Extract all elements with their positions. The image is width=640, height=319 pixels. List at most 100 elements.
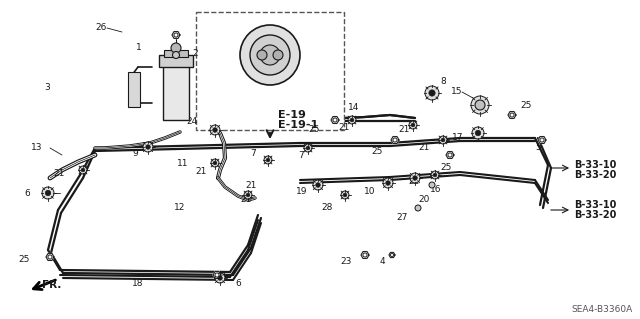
Text: 25: 25 xyxy=(440,164,451,173)
Circle shape xyxy=(304,144,312,152)
Text: B-33-20: B-33-20 xyxy=(574,210,616,220)
Polygon shape xyxy=(172,32,180,39)
Text: 13: 13 xyxy=(31,144,42,152)
Text: B-33-20: B-33-20 xyxy=(574,170,616,180)
Circle shape xyxy=(409,121,417,129)
Circle shape xyxy=(42,187,54,199)
Circle shape xyxy=(215,273,225,283)
Circle shape xyxy=(429,182,435,188)
Circle shape xyxy=(333,118,337,122)
Circle shape xyxy=(81,168,85,172)
Circle shape xyxy=(429,90,435,96)
Text: 27: 27 xyxy=(397,213,408,222)
Bar xyxy=(159,55,193,67)
Text: 26: 26 xyxy=(95,24,107,33)
Circle shape xyxy=(348,116,356,124)
Circle shape xyxy=(425,86,439,100)
Text: 5: 5 xyxy=(535,144,541,152)
Text: 2: 2 xyxy=(192,48,198,57)
Circle shape xyxy=(316,183,320,187)
Circle shape xyxy=(264,156,272,164)
Circle shape xyxy=(213,161,217,165)
Circle shape xyxy=(79,166,87,174)
Text: SEA4-B3360A: SEA4-B3360A xyxy=(572,306,633,315)
Circle shape xyxy=(476,101,484,109)
Polygon shape xyxy=(446,152,454,159)
Text: 12: 12 xyxy=(173,203,185,211)
Circle shape xyxy=(244,191,252,199)
Text: E-19: E-19 xyxy=(278,110,306,120)
Circle shape xyxy=(210,125,220,135)
Circle shape xyxy=(218,276,222,280)
Circle shape xyxy=(410,173,420,183)
Text: 25: 25 xyxy=(372,147,383,157)
Circle shape xyxy=(363,253,367,257)
Bar xyxy=(164,50,188,57)
Text: 25: 25 xyxy=(19,256,30,264)
Circle shape xyxy=(313,180,323,190)
Circle shape xyxy=(472,127,484,139)
Circle shape xyxy=(350,118,354,122)
Text: 4: 4 xyxy=(380,257,386,266)
Circle shape xyxy=(250,35,290,75)
Bar xyxy=(163,62,189,120)
Text: 7: 7 xyxy=(298,151,304,160)
Circle shape xyxy=(211,159,219,167)
Text: 6: 6 xyxy=(235,278,241,287)
Text: 6: 6 xyxy=(24,189,30,197)
Text: B-33-10: B-33-10 xyxy=(574,160,616,170)
Text: 21: 21 xyxy=(419,144,430,152)
Text: 21: 21 xyxy=(338,123,349,132)
Text: 17: 17 xyxy=(451,133,463,143)
Text: 7: 7 xyxy=(250,149,256,158)
Circle shape xyxy=(510,113,514,117)
Text: 21: 21 xyxy=(54,168,65,177)
Circle shape xyxy=(475,100,485,110)
Text: 25: 25 xyxy=(520,100,531,109)
Circle shape xyxy=(48,255,52,259)
Text: 9: 9 xyxy=(132,149,138,158)
Text: 18: 18 xyxy=(132,278,144,287)
Polygon shape xyxy=(331,116,339,123)
Circle shape xyxy=(431,171,439,179)
Circle shape xyxy=(257,50,267,60)
Polygon shape xyxy=(361,252,369,258)
Text: 28: 28 xyxy=(322,204,333,212)
Circle shape xyxy=(260,45,280,65)
Polygon shape xyxy=(389,252,395,258)
Text: 19: 19 xyxy=(296,188,307,197)
Circle shape xyxy=(415,205,421,211)
Circle shape xyxy=(386,181,390,185)
Text: 21: 21 xyxy=(240,196,252,204)
Bar xyxy=(128,72,140,107)
Circle shape xyxy=(173,51,179,58)
Text: 25: 25 xyxy=(308,125,320,135)
Circle shape xyxy=(393,138,397,142)
Text: 10: 10 xyxy=(364,188,375,197)
Circle shape xyxy=(143,142,153,152)
Circle shape xyxy=(390,254,394,256)
Circle shape xyxy=(383,178,393,188)
Text: 21: 21 xyxy=(195,167,206,176)
Circle shape xyxy=(246,193,250,197)
Circle shape xyxy=(433,173,437,177)
Text: 22: 22 xyxy=(408,177,419,187)
Text: 20: 20 xyxy=(418,196,429,204)
Bar xyxy=(196,12,344,130)
Polygon shape xyxy=(538,137,546,144)
Circle shape xyxy=(439,136,447,144)
Circle shape xyxy=(174,33,178,37)
Text: 21: 21 xyxy=(245,181,257,189)
Circle shape xyxy=(146,145,150,149)
Text: 11: 11 xyxy=(177,159,188,167)
Circle shape xyxy=(240,25,300,85)
Circle shape xyxy=(171,43,181,53)
Polygon shape xyxy=(508,112,516,118)
Text: 23: 23 xyxy=(340,257,352,266)
Text: 1: 1 xyxy=(136,43,142,53)
Circle shape xyxy=(45,190,51,196)
Circle shape xyxy=(343,193,347,197)
Circle shape xyxy=(306,146,310,150)
Circle shape xyxy=(212,128,217,132)
Circle shape xyxy=(266,158,270,162)
